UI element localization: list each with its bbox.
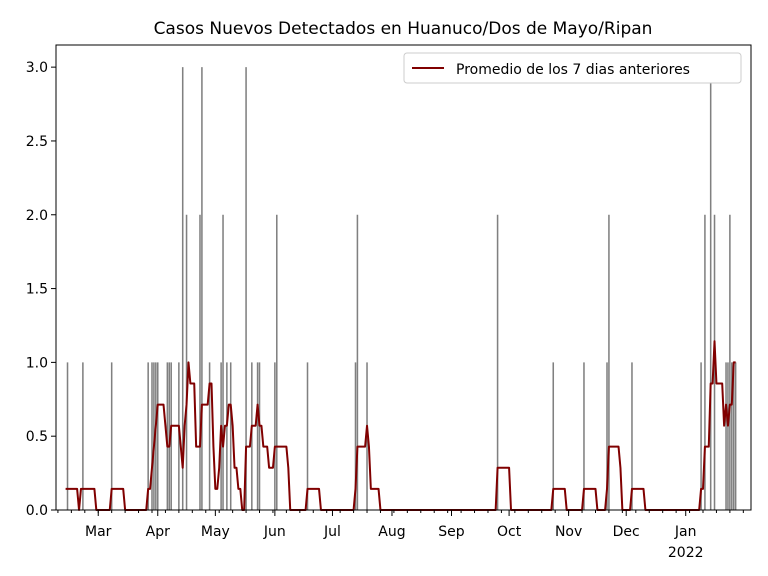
bar [256, 362, 259, 510]
bar [496, 214, 499, 510]
bar [276, 214, 278, 510]
bar [732, 362, 735, 510]
y-tick-label: 2.5 [26, 134, 48, 150]
x-tick-label: Apr [146, 524, 170, 540]
bar [552, 362, 555, 510]
y-tick-label: 0.0 [26, 503, 48, 519]
bar [725, 362, 727, 510]
bar [156, 362, 159, 510]
bar [583, 362, 585, 510]
bar [700, 362, 702, 510]
legend-box [403, 52, 742, 84]
moving-average-line [65, 340, 736, 511]
bar [201, 67, 203, 510]
x-tick-label: Sep [438, 524, 465, 540]
bar [631, 362, 633, 510]
bar [704, 214, 706, 510]
bar [82, 362, 84, 510]
x-tick-label: Dec [613, 524, 640, 540]
y-axis: 0.0 0.5 1.0 1.5 2.0 2.5 3.0 [26, 60, 56, 519]
legend-label: Promedio de los 7 dias anteriores [456, 62, 690, 78]
y-tick-label: 0.5 [26, 429, 48, 445]
y-tick-label: 1.0 [26, 355, 48, 371]
bar [185, 214, 188, 510]
bar [181, 67, 184, 510]
bar [199, 214, 201, 510]
bar [226, 362, 228, 510]
x-tick-label: Aug [378, 524, 405, 540]
bar [229, 362, 232, 510]
bar [147, 362, 149, 510]
x-tick-label: Jun [263, 524, 286, 540]
y-tick-label: 3.0 [26, 60, 48, 76]
bar [729, 214, 731, 510]
bar [727, 362, 729, 510]
y-tick-label: 1.5 [26, 282, 48, 298]
x-tick-label: May [201, 524, 230, 540]
plot-area: 0.0 0.5 1.0 1.5 2.0 2.5 3.0 Mar Apr May Jun Jul Aug… [26, 44, 752, 561]
x-tick-label: Mar [85, 524, 112, 540]
y-tick-label: 2.0 [26, 208, 48, 224]
bar [274, 362, 276, 510]
bar [66, 362, 69, 510]
bar [110, 362, 113, 510]
bar [606, 362, 608, 510]
bar [731, 362, 733, 510]
bar [608, 214, 610, 510]
x-axis: Mar Apr May Jun Jul Aug Sep Oct Nov Dec Jan 2022 [57, 510, 744, 561]
bar [151, 362, 153, 510]
line-series [65, 340, 736, 511]
bar [709, 67, 712, 510]
bar [245, 67, 247, 510]
bar [354, 362, 357, 510]
x-tick-label: Oct [497, 524, 522, 540]
bar [734, 362, 737, 510]
x-tick-label: Nov [555, 524, 582, 540]
legend: Promedio de los 7 dias anteriores [403, 52, 742, 84]
x-tick-sublabel: 2022 [668, 545, 704, 561]
axes-frame [55, 44, 752, 511]
bar [258, 362, 261, 510]
x-tick-label: Jul [323, 524, 341, 540]
chart-title: Casos Nuevos Detectados en Huanuco/Dos d… [154, 19, 653, 39]
bar [222, 214, 224, 510]
bar [306, 362, 309, 510]
x-tick-label: Jan [674, 524, 697, 540]
bar [356, 214, 359, 510]
bar [208, 362, 211, 510]
